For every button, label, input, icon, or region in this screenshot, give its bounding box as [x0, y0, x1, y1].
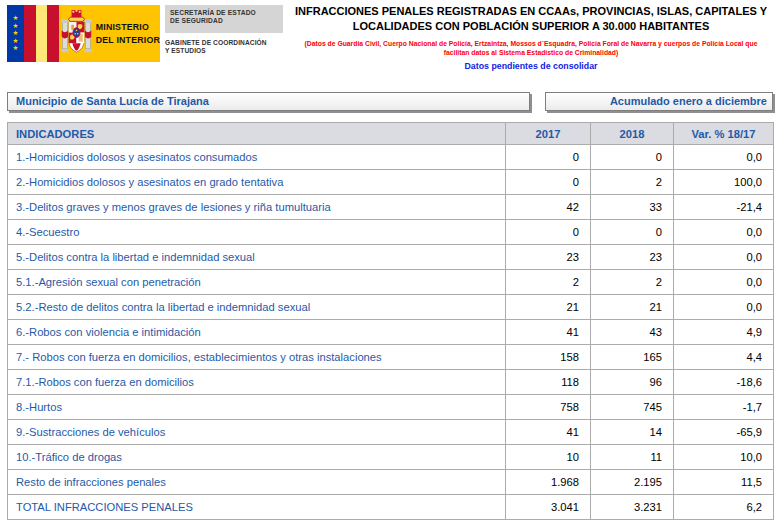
- value-var: 6,2: [674, 495, 774, 520]
- flag-red-stripe: [24, 5, 36, 62]
- value-var: -65,9: [674, 420, 774, 445]
- value-2018: 3.231: [591, 495, 674, 520]
- value-var: -1,7: [674, 395, 774, 420]
- ministry-logo: ★★★★★: [7, 5, 160, 62]
- value-var: 100,0: [674, 170, 774, 195]
- value-2017: 0: [506, 220, 591, 245]
- eu-stars-strip: ★★★★★: [7, 5, 24, 62]
- value-2018: 0: [591, 145, 674, 170]
- table-row: 6.-Robos con violencia e intimidación414…: [8, 320, 774, 345]
- row-label: 7.1.-Robos con fuerza en domicilios: [8, 370, 506, 395]
- row-label: TOTAL INFRACCIONES PENALES: [8, 495, 506, 520]
- indicators-body: 1.-Homicidios dolosos y asesinatos consu…: [8, 145, 774, 520]
- table-row: 8.-Hurtos758745-1,7: [8, 395, 774, 420]
- indicators-table: INDICADORES 2017 2018 Var. % 18/17 1.-Ho…: [7, 122, 774, 520]
- value-2018: 745: [591, 395, 674, 420]
- table-row: 1.-Homicidios dolosos y asesinatos consu…: [8, 145, 774, 170]
- row-label: 1.-Homicidios dolosos y asesinatos consu…: [8, 145, 506, 170]
- value-2017: 10: [506, 445, 591, 470]
- page-title: INFRACCIONES PENALES REGISTRADAS EN CCAA…: [283, 4, 779, 33]
- row-label: 2.-Homicidios dolosos y asesinatos en gr…: [8, 170, 506, 195]
- source-note: (Datos de Guardia Civil, Cuerpo Nacional…: [301, 40, 761, 57]
- value-2018: 43: [591, 320, 674, 345]
- table-header-row: INDICADORES 2017 2018 Var. % 18/17: [8, 123, 774, 145]
- value-2018: 33: [591, 195, 674, 220]
- value-2018: 0: [591, 220, 674, 245]
- row-label: Resto de infracciones penales: [8, 470, 506, 495]
- value-2018: 2: [591, 170, 674, 195]
- value-2018: 23: [591, 245, 674, 270]
- value-2018: 165: [591, 345, 674, 370]
- value-2017: 21: [506, 295, 591, 320]
- value-2017: 23: [506, 245, 591, 270]
- value-var: 0,0: [674, 220, 774, 245]
- value-2017: 3.041: [506, 495, 591, 520]
- secretaria-label: SECRETARÍA DE ESTADO DE SEGURIDAD: [165, 5, 283, 33]
- row-label: 5.-Delitos contra la libertad e indemnid…: [8, 245, 506, 270]
- value-2018: 96: [591, 370, 674, 395]
- value-2017: 158: [506, 345, 591, 370]
- column-header-2017: 2017: [506, 123, 591, 145]
- table-row: 3.-Delitos graves y menos graves de lesi…: [8, 195, 774, 220]
- municipality-selector[interactable]: Municipio de Santa Lucía de Tirajana: [7, 92, 530, 111]
- value-2018: 11: [591, 445, 674, 470]
- coat-of-arms-icon: [61, 8, 92, 60]
- table-row: 10.-Tráfico de drogas101110,0: [8, 445, 774, 470]
- row-label: 10.-Tráfico de drogas: [8, 445, 506, 470]
- value-2017: 118: [506, 370, 591, 395]
- value-var: 10,0: [674, 445, 774, 470]
- value-2017: 2: [506, 270, 591, 295]
- status-note: Datos pendientes de consolidar: [288, 61, 774, 71]
- gabinete-label: GABINETE DE COORDINACIÓN Y ESTUDIOS: [165, 39, 283, 55]
- column-header-2018: 2018: [591, 123, 674, 145]
- table-row: 9.-Sustracciones de vehículos4114-65,9: [8, 420, 774, 445]
- table-row: 2.-Homicidios dolosos y asesinatos en gr…: [8, 170, 774, 195]
- value-var: 4,4: [674, 345, 774, 370]
- row-label: 3.-Delitos graves y menos graves de lesi…: [8, 195, 506, 220]
- row-label: 8.-Hurtos: [8, 395, 506, 420]
- value-var: 4,9: [674, 320, 774, 345]
- value-2018: 14: [591, 420, 674, 445]
- value-2018: 2: [591, 270, 674, 295]
- table-row: 5.-Delitos contra la libertad e indemnid…: [8, 245, 774, 270]
- table-row: 5.2.-Resto de delitos contra la libertad…: [8, 295, 774, 320]
- table-row: 5.1.-Agresión sexual con penetración220,…: [8, 270, 774, 295]
- value-2017: 758: [506, 395, 591, 420]
- value-var: 0,0: [674, 295, 774, 320]
- column-header-indicadores: INDICADORES: [8, 123, 506, 145]
- row-label: 6.-Robos con violencia e intimidación: [8, 320, 506, 345]
- value-var: 0,0: [674, 270, 774, 295]
- value-var: 0,0: [674, 245, 774, 270]
- value-2017: 0: [506, 170, 591, 195]
- row-label: 4.-Secuestro: [8, 220, 506, 245]
- value-2017: 41: [506, 420, 591, 445]
- row-label: 9.-Sustracciones de vehículos: [8, 420, 506, 445]
- value-2017: 42: [506, 195, 591, 220]
- value-var: -18,6: [674, 370, 774, 395]
- value-2017: 1.968: [506, 470, 591, 495]
- value-var: 11,5: [674, 470, 774, 495]
- table-row: 4.-Secuestro000,0: [8, 220, 774, 245]
- value-2018: 21: [591, 295, 674, 320]
- table-row: 7.- Robos con fuerza en domicilios, esta…: [8, 345, 774, 370]
- value-var: 0,0: [674, 145, 774, 170]
- row-label: 7.- Robos con fuerza en domicilios, esta…: [8, 345, 506, 370]
- ministry-name: MINISTERIO DEL INTERIOR: [96, 21, 160, 46]
- row-label: 5.2.-Resto de delitos contra la libertad…: [8, 295, 506, 320]
- column-header-var: Var. % 18/17: [674, 123, 774, 145]
- flag-yellow-stripe: [36, 5, 47, 62]
- value-2018: 2.195: [591, 470, 674, 495]
- flag-red-stripe: [47, 5, 58, 62]
- row-label: 5.1.-Agresión sexual con penetración: [8, 270, 506, 295]
- value-2017: 0: [506, 145, 591, 170]
- value-var: -21,4: [674, 195, 774, 220]
- table-row: 7.1.-Robos con fuerza en domicilios11896…: [8, 370, 774, 395]
- period-selector[interactable]: Acumulado enero a diciembre: [545, 92, 773, 111]
- table-row: TOTAL INFRACCIONES PENALES3.0413.2316,2: [8, 495, 774, 520]
- value-2017: 41: [506, 320, 591, 345]
- table-row: Resto de infracciones penales1.9682.1951…: [8, 470, 774, 495]
